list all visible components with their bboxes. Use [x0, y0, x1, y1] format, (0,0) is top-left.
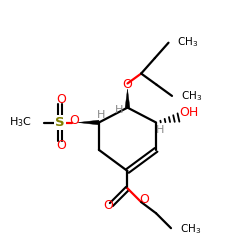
Text: S: S — [55, 116, 65, 129]
Text: CH$_3$: CH$_3$ — [181, 89, 202, 103]
Text: O: O — [56, 139, 66, 152]
Polygon shape — [125, 89, 130, 108]
Text: H: H — [115, 105, 124, 115]
Text: H: H — [156, 126, 165, 136]
Text: O: O — [104, 198, 113, 211]
Text: H: H — [97, 110, 106, 120]
Text: OH: OH — [180, 106, 199, 118]
Polygon shape — [78, 120, 99, 125]
Text: O: O — [69, 114, 79, 127]
Text: CH$_3$: CH$_3$ — [177, 35, 199, 48]
Text: CH$_3$: CH$_3$ — [180, 222, 201, 235]
Text: O: O — [56, 93, 66, 106]
Text: O: O — [140, 193, 149, 206]
Text: H$_3$C: H$_3$C — [9, 115, 32, 129]
Text: O: O — [122, 78, 132, 91]
